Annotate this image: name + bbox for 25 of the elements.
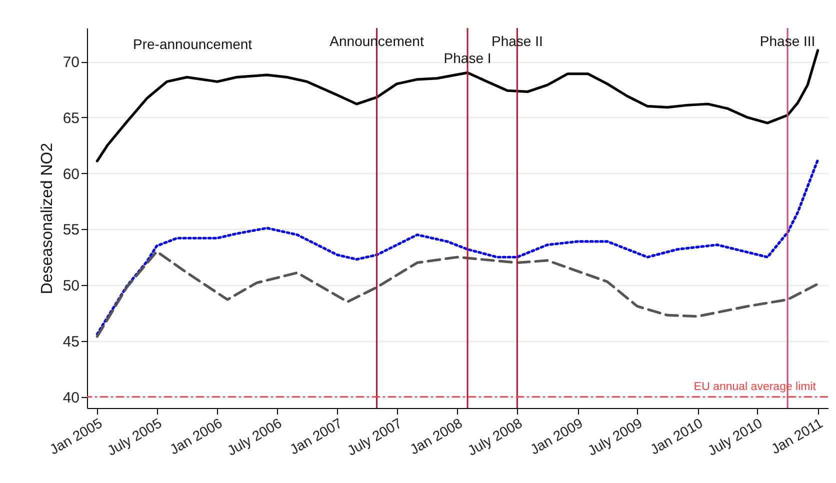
y-tick-label: 40 bbox=[62, 389, 80, 406]
x-tick-label: Jan 2010 bbox=[647, 414, 706, 458]
y-tick-label: 70 bbox=[62, 54, 80, 72]
x-tick-label: Jan 2009 bbox=[527, 414, 586, 458]
x-tick-label: July 2009 bbox=[584, 414, 645, 459]
y-axis-title: Deseasonalized NO2 bbox=[38, 142, 56, 294]
x-tick-label: Jan 2008 bbox=[406, 414, 466, 458]
line-series bbox=[96, 250, 820, 338]
y-tick-label: 60 bbox=[62, 166, 80, 183]
y-tick-label: 50 bbox=[62, 278, 80, 295]
y-tick-label: 65 bbox=[62, 110, 80, 127]
x-tick-label: July 2010 bbox=[704, 414, 765, 459]
x-tick-label: Jan 2006 bbox=[166, 414, 225, 458]
x-tick-label: Jan 2011 bbox=[768, 414, 826, 457]
x-tick-label: Jan 2007 bbox=[286, 414, 345, 458]
x-tick-label: July 2007 bbox=[344, 414, 404, 459]
x-tick-label: July 2008 bbox=[464, 414, 525, 459]
y-tick-label: 55 bbox=[62, 222, 80, 239]
x-tick-label: July 2006 bbox=[224, 414, 284, 459]
line-series bbox=[96, 158, 820, 336]
y-tick-label: 45 bbox=[62, 333, 80, 350]
x-tick-label: Jan 2005 bbox=[46, 414, 105, 458]
annotation: Pre-announcement bbox=[133, 36, 252, 52]
x-tick-label: July 2005 bbox=[104, 414, 164, 459]
line-series bbox=[96, 49, 820, 162]
